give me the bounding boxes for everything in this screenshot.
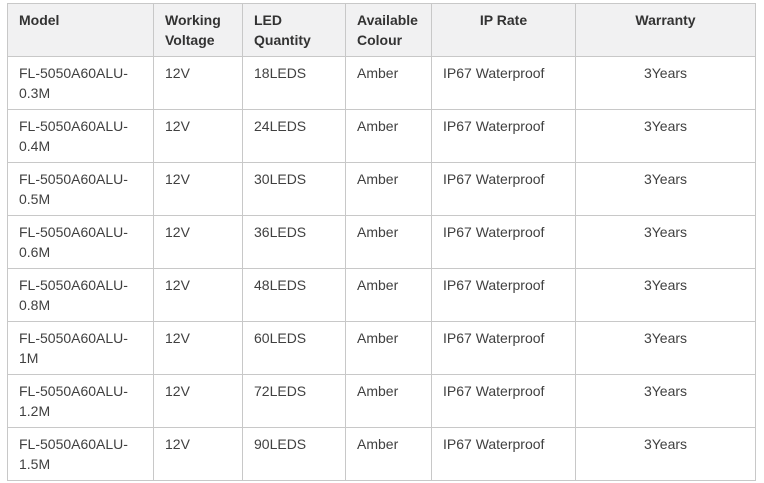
cell-available-colour: Amber	[345, 321, 432, 375]
cell-warranty: 3Years	[575, 268, 756, 322]
column-header-available-colour: Available Colour	[345, 3, 432, 57]
table-row: FL-5050A60ALU-0.8M 12V 48LEDS Amber IP67 Wat…	[7, 268, 756, 322]
cell-warranty: 3Years	[575, 215, 756, 269]
cell-led-quantity: 24LEDS	[242, 109, 346, 163]
cell-ip-rate: IP67 Waterproof	[431, 427, 576, 481]
table-row: FL-5050A60ALU-0.4M 12V 24LEDS Amber IP67 Wat…	[7, 109, 756, 163]
product-spec-table: Model Working Voltage LED Quantity Availabl…	[7, 3, 756, 481]
cell-led-quantity: 48LEDS	[242, 268, 346, 322]
cell-ip-rate: IP67 Waterproof	[431, 374, 576, 428]
cell-available-colour: Amber	[345, 109, 432, 163]
cell-warranty: 3Years	[575, 321, 756, 375]
cell-led-quantity: 72LEDS	[242, 374, 346, 428]
table-row: FL-5050A60ALU-1.5M 12V 90LEDS Amber IP67 Wat…	[7, 427, 756, 481]
table-header-row: Model Working Voltage LED Quantity Availabl…	[7, 3, 756, 57]
cell-model: FL-5050A60ALU-0.5M	[7, 162, 154, 216]
table-row: FL-5050A60ALU-0.3M 12V 18LEDS Amber IP67 Wat…	[7, 56, 756, 110]
table-row: FL-5050A60ALU-1M 12V 60LEDS Amber IP67 Water…	[7, 321, 756, 375]
cell-available-colour: Amber	[345, 215, 432, 269]
cell-working-voltage: 12V	[153, 268, 243, 322]
cell-led-quantity: 60LEDS	[242, 321, 346, 375]
cell-ip-rate: IP67 Waterproof	[431, 56, 576, 110]
cell-working-voltage: 12V	[153, 321, 243, 375]
column-header-warranty: Warranty	[575, 3, 756, 57]
cell-model: FL-5050A60ALU-1.5M	[7, 427, 154, 481]
cell-ip-rate: IP67 Waterproof	[431, 268, 576, 322]
cell-available-colour: Amber	[345, 162, 432, 216]
cell-model: FL-5050A60ALU-1M	[7, 321, 154, 375]
cell-model: FL-5050A60ALU-0.6M	[7, 215, 154, 269]
cell-available-colour: Amber	[345, 427, 432, 481]
cell-model: FL-5050A60ALU-1.2M	[7, 374, 154, 428]
cell-model: FL-5050A60ALU-0.3M	[7, 56, 154, 110]
cell-warranty: 3Years	[575, 162, 756, 216]
cell-model: FL-5050A60ALU-0.8M	[7, 268, 154, 322]
cell-available-colour: Amber	[345, 374, 432, 428]
cell-working-voltage: 12V	[153, 109, 243, 163]
cell-ip-rate: IP67 Waterproof	[431, 215, 576, 269]
cell-working-voltage: 12V	[153, 215, 243, 269]
column-header-model: Model	[7, 3, 154, 57]
cell-working-voltage: 12V	[153, 427, 243, 481]
cell-led-quantity: 36LEDS	[242, 215, 346, 269]
cell-ip-rate: IP67 Waterproof	[431, 162, 576, 216]
cell-model: FL-5050A60ALU-0.4M	[7, 109, 154, 163]
cell-ip-rate: IP67 Waterproof	[431, 109, 576, 163]
cell-warranty: 3Years	[575, 374, 756, 428]
cell-warranty: 3Years	[575, 56, 756, 110]
table-row: FL-5050A60ALU-0.5M 12V 30LEDS Amber IP67 Wat…	[7, 162, 756, 216]
cell-available-colour: Amber	[345, 56, 432, 110]
cell-warranty: 3Years	[575, 427, 756, 481]
cell-led-quantity: 18LEDS	[242, 56, 346, 110]
table-body: FL-5050A60ALU-0.3M 12V 18LEDS Amber IP67 Wat…	[7, 56, 756, 481]
column-header-led-quantity: LED Quantity	[242, 3, 346, 57]
cell-led-quantity: 90LEDS	[242, 427, 346, 481]
cell-led-quantity: 30LEDS	[242, 162, 346, 216]
table-row: FL-5050A60ALU-1.2M 12V 72LEDS Amber IP67 Wat…	[7, 374, 756, 428]
cell-working-voltage: 12V	[153, 56, 243, 110]
cell-ip-rate: IP67 Waterproof	[431, 321, 576, 375]
cell-working-voltage: 12V	[153, 162, 243, 216]
cell-working-voltage: 12V	[153, 374, 243, 428]
table-row: FL-5050A60ALU-0.6M 12V 36LEDS Amber IP67 Wat…	[7, 215, 756, 269]
column-header-ip-rate: IP Rate	[431, 3, 576, 57]
column-header-working-voltage: Working Voltage	[153, 3, 243, 57]
cell-warranty: 3Years	[575, 109, 756, 163]
cell-available-colour: Amber	[345, 268, 432, 322]
